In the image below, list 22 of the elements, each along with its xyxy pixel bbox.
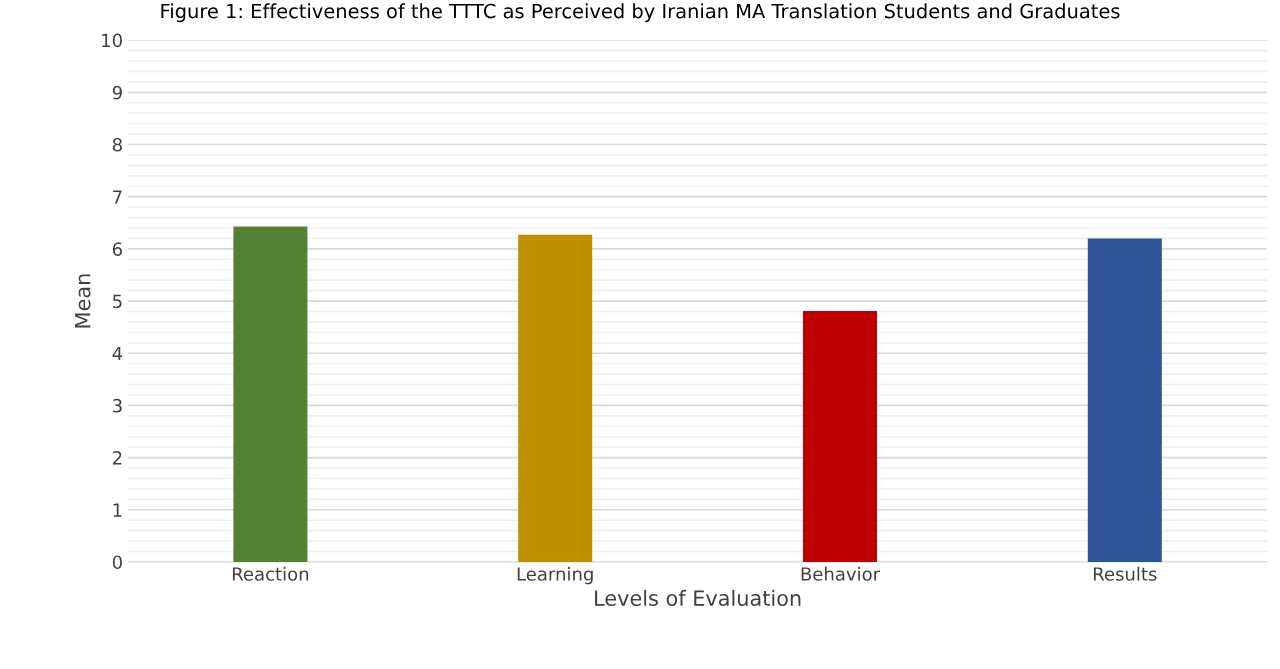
x-tick-label: Learning <box>517 566 593 585</box>
bar <box>1087 238 1162 562</box>
y-tick-label: 9 <box>112 85 122 100</box>
y-tick-label: 2 <box>112 451 122 465</box>
y-tick-label: 10 <box>102 33 122 48</box>
y-tick-label: 8 <box>112 137 122 152</box>
bar <box>233 226 308 562</box>
y-tick-label: 1 <box>113 503 122 517</box>
x-tick-label: Results <box>1093 566 1157 581</box>
y-tick-label: 4 <box>112 346 123 361</box>
bar <box>518 234 593 562</box>
y-axis-title: Mean <box>75 274 91 328</box>
y-tick-label: 5 <box>113 294 122 309</box>
chart-title: Figure 1: Effectiveness of the TTTC as Perceived by Iranian MA Translation Students and Graduates <box>161 3 1120 23</box>
x-axis-title: Levels of Evaluation <box>595 589 801 606</box>
y-tick-label: 3 <box>113 398 122 413</box>
y-tick-label: 7 <box>113 190 122 204</box>
y-tick-label: 6 <box>112 242 122 256</box>
x-tick-label: Behavior <box>801 566 881 581</box>
x-tick-label: Reaction <box>232 566 309 581</box>
y-tick-label: 0 <box>112 555 122 570</box>
bar <box>802 310 878 562</box>
